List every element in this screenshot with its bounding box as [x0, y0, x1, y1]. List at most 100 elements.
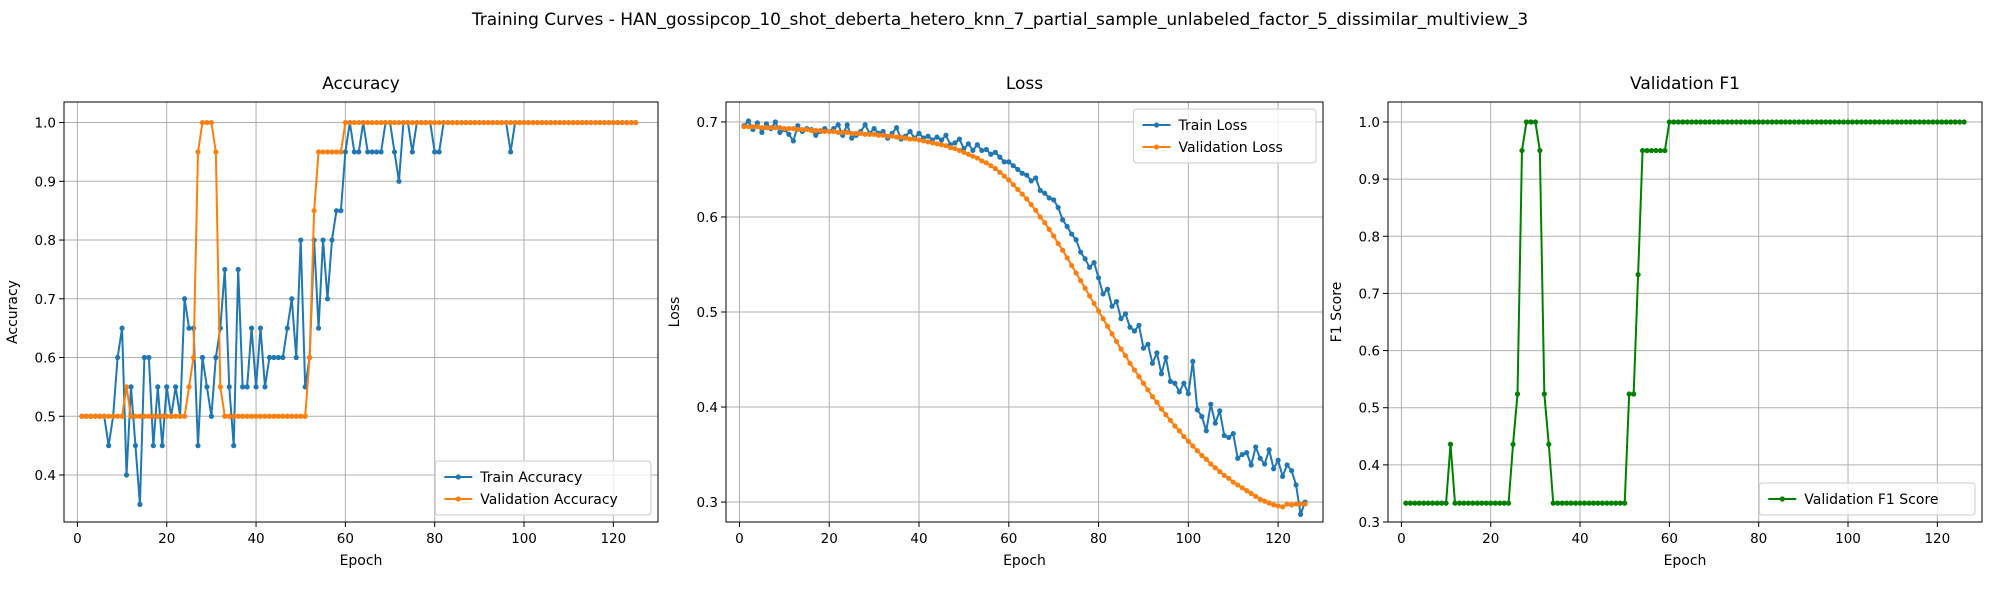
data-point — [181, 413, 188, 419]
data-point — [1863, 119, 1869, 125]
data-point — [817, 127, 823, 134]
data-point — [432, 119, 438, 126]
data-point — [916, 137, 922, 143]
data-point — [119, 325, 125, 331]
data-point — [633, 119, 639, 126]
data-point — [1140, 345, 1147, 351]
data-point — [1149, 360, 1156, 366]
y-tick-label: 0.8 — [1359, 229, 1380, 245]
legend-label: Validation Accuracy — [480, 492, 618, 508]
x-axis-label: Epoch — [340, 553, 383, 569]
data-point — [1262, 461, 1268, 467]
data-point — [943, 143, 949, 149]
data-point — [1550, 500, 1556, 506]
data-point — [844, 129, 850, 136]
data-point — [1203, 428, 1209, 434]
data-point — [190, 354, 197, 361]
data-point — [400, 119, 407, 126]
y-tick-label: 0.3 — [697, 495, 718, 511]
data-point — [826, 128, 832, 135]
data-point — [920, 138, 927, 144]
data-point — [508, 149, 514, 155]
data-point — [1109, 303, 1115, 309]
data-point — [164, 413, 170, 419]
data-point — [1867, 119, 1873, 125]
data-point — [1738, 119, 1744, 125]
data-point — [1666, 119, 1672, 125]
data-point — [1244, 488, 1250, 494]
data-point — [1176, 389, 1182, 395]
data-point — [512, 119, 518, 126]
y-tick-label: 0.7 — [35, 292, 56, 308]
data-point — [1434, 500, 1440, 506]
data-point — [965, 151, 971, 157]
data-point — [186, 384, 192, 390]
data-point — [195, 443, 201, 449]
data-point — [1239, 485, 1245, 491]
data-point — [1136, 322, 1142, 328]
chart-panel: 0 20 40 60 80 100 120 0.3 0.4 0.5 0.6 0.7 0.8 0.9 1.0 V… — [1329, 74, 1983, 569]
data-point — [1519, 147, 1525, 154]
data-point — [298, 413, 304, 419]
data-point — [745, 124, 752, 130]
data-point — [458, 119, 465, 126]
data-point — [128, 413, 134, 419]
data-point — [1555, 500, 1561, 506]
data-point — [1163, 355, 1169, 361]
data-point — [1239, 451, 1245, 458]
data-point — [1885, 119, 1891, 125]
data-point — [808, 127, 814, 134]
data-point — [204, 384, 210, 390]
legend-label: Validation Loss — [1179, 140, 1283, 156]
data-point — [1479, 500, 1485, 506]
data-point — [1470, 500, 1476, 506]
data-point — [1639, 147, 1646, 154]
data-point — [1024, 196, 1030, 202]
data-point — [853, 130, 859, 136]
data-point — [128, 384, 134, 390]
data-point — [1275, 503, 1281, 509]
data-point — [146, 413, 152, 419]
data-point — [1814, 119, 1820, 125]
data-point — [231, 413, 237, 419]
data-point — [405, 119, 411, 126]
data-point — [1064, 223, 1070, 230]
data-point — [1118, 316, 1124, 322]
data-point — [248, 325, 255, 331]
data-point — [1438, 500, 1445, 506]
data-point — [409, 149, 415, 155]
data-point — [289, 413, 295, 419]
data-point — [961, 145, 967, 152]
data-point — [938, 137, 945, 143]
data-point — [1657, 147, 1664, 154]
data-point — [615, 119, 621, 126]
data-point — [1827, 119, 1833, 125]
data-point — [1028, 178, 1034, 184]
data-point — [436, 149, 442, 155]
data-point — [1760, 119, 1766, 125]
data-point — [1158, 406, 1165, 412]
data-point — [893, 125, 900, 131]
data-point — [1684, 119, 1690, 125]
x-tick-label: 20 — [158, 531, 175, 547]
data-point — [374, 119, 380, 126]
data-point — [494, 119, 500, 126]
y-tick-label: 0.3 — [1359, 515, 1380, 531]
data-point — [763, 125, 769, 131]
data-point — [382, 119, 389, 126]
data-point — [1302, 501, 1308, 507]
chart-panel: 0 20 40 60 80 100 120 0.4 0.5 0.6 0.7 0.8 0.9 1.0 Accu… — [5, 74, 659, 569]
data-point — [123, 384, 130, 390]
data-point — [831, 128, 837, 135]
legend-marker — [455, 474, 461, 480]
data-point — [992, 149, 998, 155]
data-point — [1505, 500, 1512, 506]
data-point — [822, 128, 828, 135]
x-tick-label: 0 — [73, 531, 82, 547]
data-point — [1421, 500, 1427, 506]
data-point — [1890, 119, 1896, 125]
data-point — [1729, 119, 1735, 125]
y-tick-label: 0.5 — [1359, 401, 1380, 417]
data-point — [1407, 500, 1413, 506]
data-point — [356, 149, 362, 155]
